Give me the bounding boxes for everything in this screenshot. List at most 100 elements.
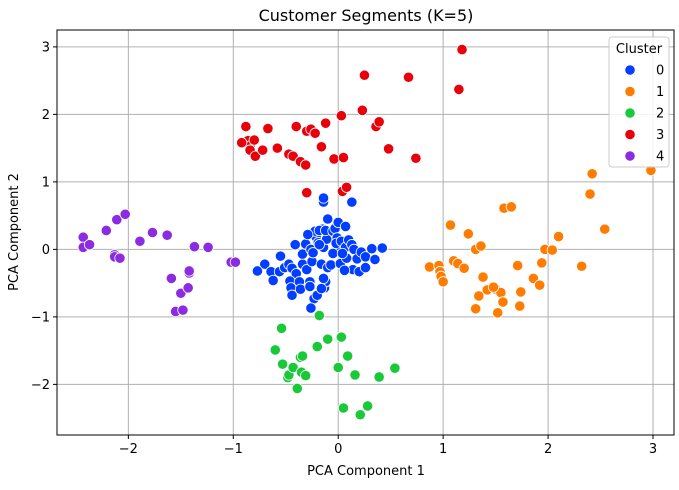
legend-marker (624, 128, 636, 141)
y-tick-label: 1 (42, 175, 50, 190)
data-point (111, 214, 123, 226)
data-point (100, 224, 112, 237)
data-point (470, 303, 482, 315)
data-point (322, 333, 334, 345)
y-tick-label: 0 (42, 243, 50, 258)
data-point (339, 220, 352, 233)
data-point (328, 153, 340, 165)
data-point (202, 241, 214, 253)
data-point (259, 258, 271, 270)
data-point (114, 252, 126, 264)
data-point (315, 141, 328, 153)
data-point (423, 261, 436, 273)
data-point (437, 276, 449, 288)
y-axis-label: PCA Component 2 (7, 173, 22, 291)
x-tick-label: 0 (334, 442, 342, 457)
data-point (236, 137, 248, 149)
data-point (229, 256, 241, 268)
data-point (177, 304, 189, 316)
data-point (576, 260, 588, 272)
data-point (302, 228, 314, 241)
data-point (514, 300, 526, 312)
legend-marker (624, 150, 636, 162)
data-point (456, 43, 468, 56)
data-point (515, 286, 527, 298)
data-point (262, 122, 274, 135)
legend-marker (624, 107, 636, 119)
data-point (327, 247, 339, 260)
data-point (534, 279, 546, 291)
data-point (335, 331, 347, 343)
y-tick-label: −2 (31, 378, 50, 393)
x-axis-label: PCA Component 1 (307, 464, 425, 479)
data-point (119, 208, 131, 220)
data-point (289, 239, 301, 251)
x-tick-label: 1 (439, 442, 447, 457)
data-point (336, 247, 349, 260)
data-point (165, 272, 177, 284)
data-point (315, 282, 328, 295)
data-point (359, 261, 372, 274)
series-3 (236, 43, 468, 199)
data-point (277, 358, 289, 370)
y-tick-label: −1 (31, 310, 50, 325)
data-point (248, 134, 260, 146)
data-point (358, 69, 371, 81)
data-point (320, 117, 332, 129)
data-point (373, 116, 385, 128)
data-point (307, 247, 319, 259)
legend-title: Cluster (616, 42, 663, 57)
data-point (188, 241, 201, 253)
data-point (376, 242, 388, 254)
data-point (599, 223, 611, 235)
data-point (287, 361, 299, 374)
data-point (410, 152, 422, 164)
legend-label: 4 (656, 150, 664, 165)
y-axis-ticks: −2 −1 0 1 2 3 (31, 40, 57, 393)
data-point (286, 289, 298, 301)
data-point (512, 259, 524, 272)
data-point (536, 257, 548, 269)
data-point (382, 143, 395, 155)
plot-frame (56, 29, 675, 436)
x-axis-ticks: −2 −1 0 1 2 3 (119, 435, 657, 457)
data-point (487, 281, 500, 293)
legend-items: 0 1 2 3 4 (624, 64, 664, 165)
x-tick-label: 2 (544, 442, 552, 457)
legend-label: 1 (656, 85, 664, 100)
data-point (251, 265, 264, 277)
data-point (332, 361, 344, 374)
data-point (389, 362, 401, 374)
data-point (296, 350, 309, 362)
legend-marker (624, 85, 636, 98)
data-point (453, 83, 465, 96)
data-point (271, 142, 283, 154)
data-point (301, 187, 313, 199)
data-point (335, 110, 347, 122)
legend-label: 2 (656, 107, 664, 122)
data-point (338, 264, 351, 276)
y-tick-label: 3 (42, 40, 50, 55)
legend: Cluster 0 1 2 3 4 (608, 36, 670, 168)
x-tick-label: −2 (119, 442, 138, 457)
data-point (444, 219, 457, 231)
series-2 (269, 309, 401, 421)
data-point (134, 235, 146, 247)
data-point (249, 150, 261, 162)
series-4 (77, 208, 241, 318)
data-point (311, 340, 323, 353)
data-point (309, 127, 321, 139)
data-point (492, 307, 504, 319)
data-point (269, 344, 281, 356)
series-1 (423, 164, 657, 319)
data-point (349, 369, 361, 381)
data-point (586, 168, 598, 180)
data-point (146, 226, 159, 239)
data-point (477, 271, 489, 283)
data-point (322, 213, 334, 225)
data-point (341, 181, 353, 193)
x-tick-label: 3 (649, 442, 657, 457)
legend-label: 0 (656, 64, 664, 79)
data-point (267, 274, 279, 287)
series-0 (251, 192, 388, 314)
